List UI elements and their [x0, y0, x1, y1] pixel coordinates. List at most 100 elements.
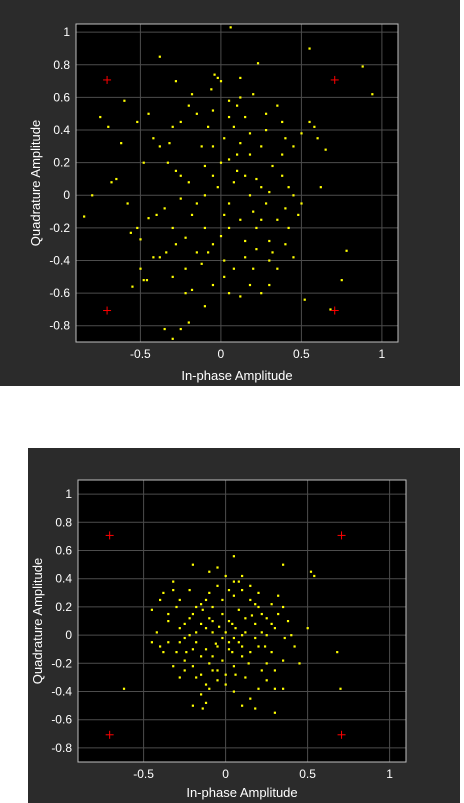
data-point [172, 588, 175, 592]
data-point [171, 275, 174, 278]
data-point [273, 687, 276, 690]
data-point [229, 26, 232, 29]
data-point [120, 142, 123, 145]
data-point [249, 598, 252, 602]
data-point [271, 164, 274, 168]
data-point [195, 631, 198, 634]
data-point [268, 239, 271, 243]
chart-panel-top: -0.5 0 0.5 1 1 0.8 0.6 0.4 0.2 0 -0.2 -0.4 -0.6 -0.8 I… [0, 0, 460, 386]
data-point [227, 641, 231, 644]
data-point [249, 697, 252, 700]
data-point [241, 574, 244, 578]
data-point [203, 226, 206, 230]
data-point [175, 651, 178, 654]
data-point [308, 120, 311, 124]
data-point [292, 194, 295, 197]
data-point [237, 641, 240, 644]
data-point [256, 62, 260, 65]
data-point [150, 608, 153, 611]
data-point [276, 267, 279, 270]
data-point [214, 642, 217, 645]
data-point [99, 115, 102, 119]
data-point [247, 662, 250, 665]
y-axis-label: Quadrature Amplitude [30, 558, 45, 684]
y-tick-label: -0.4 [49, 253, 70, 267]
data-point [126, 202, 129, 205]
y-tick-label: -0.2 [49, 221, 70, 235]
data-point [159, 645, 162, 648]
data-point [183, 659, 186, 662]
data-point [244, 256, 247, 259]
y-tick-label: -0.8 [51, 741, 72, 755]
data-point [248, 283, 252, 287]
data-point [211, 174, 215, 177]
data-point [282, 659, 285, 662]
data-point [204, 627, 208, 630]
data-point [260, 612, 263, 616]
y-tick-label: 0.2 [55, 600, 72, 614]
data-point [115, 177, 118, 181]
data-point [195, 112, 198, 115]
data-point [171, 125, 174, 128]
data-point [329, 308, 332, 311]
data-point [216, 645, 219, 648]
data-point [168, 142, 171, 145]
x-tick-label: 1 [386, 767, 393, 781]
data-point [167, 612, 170, 616]
data-point [277, 612, 280, 616]
data-point [162, 591, 165, 594]
data-point [218, 625, 221, 628]
data-point [270, 651, 273, 654]
data-point [203, 305, 206, 308]
data-point [265, 617, 268, 620]
data-point [316, 137, 319, 140]
data-point [208, 662, 211, 665]
data-point [260, 218, 263, 221]
data-point [200, 693, 203, 696]
data-point [284, 243, 287, 246]
data-point [187, 104, 190, 107]
data-point [248, 153, 252, 156]
data-point [257, 687, 260, 690]
data-point [232, 636, 235, 640]
data-point [313, 574, 316, 578]
data-point [244, 676, 247, 679]
data-point [139, 267, 142, 270]
data-point [107, 125, 110, 128]
data-point [211, 620, 214, 623]
y-tick-label: 0.2 [53, 156, 70, 170]
y-tick-label: 0 [63, 188, 70, 202]
data-point [241, 645, 244, 648]
data-point [227, 202, 231, 205]
data-point [324, 148, 327, 151]
data-point [300, 202, 303, 205]
data-point [211, 605, 214, 609]
data-point [257, 645, 260, 648]
data-point [287, 226, 290, 230]
data-point [234, 627, 237, 630]
data-point [187, 181, 190, 184]
data-point [171, 337, 174, 340]
y-tick-label: -0.2 [51, 656, 72, 670]
data-point [237, 608, 240, 611]
data-point [139, 238, 142, 241]
data-point [260, 631, 263, 634]
y-tick-label: 0.6 [55, 544, 72, 558]
data-point [298, 662, 301, 665]
data-point [179, 120, 182, 124]
data-point [152, 137, 155, 140]
x-tick-label: 0.5 [299, 767, 316, 781]
data-point [172, 580, 175, 583]
data-point [260, 145, 263, 148]
data-point [239, 295, 242, 298]
data-point [216, 679, 219, 682]
data-point [264, 202, 268, 205]
x-tick-label: 0 [218, 347, 225, 361]
axes-box [77, 479, 407, 763]
data-point [174, 243, 178, 246]
data-point [263, 645, 267, 648]
data-point [221, 598, 224, 602]
data-point [204, 683, 208, 686]
data-point [224, 574, 227, 578]
data-point [227, 99, 231, 102]
